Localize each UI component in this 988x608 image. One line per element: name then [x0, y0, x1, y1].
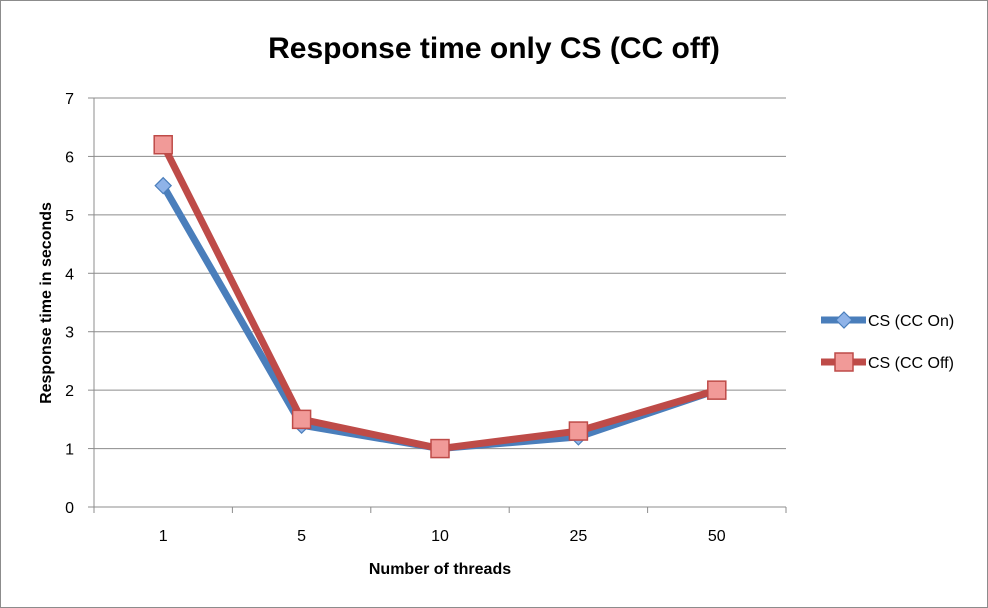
y-tick-label: 2 — [65, 383, 74, 400]
series-line — [159, 141, 721, 453]
legend-marker — [834, 352, 854, 372]
y-tick-label: 3 — [65, 325, 74, 342]
x-tick-label: 5 — [297, 528, 306, 545]
y-tick-label: 7 — [65, 91, 74, 108]
legend-item: CS (CC On) — [821, 311, 954, 330]
x-tick-label: 10 — [431, 528, 449, 545]
data-point-marker — [154, 176, 173, 195]
data-point-marker — [707, 380, 727, 400]
y-axis-title: Response time in seconds — [38, 202, 55, 404]
data-point-marker — [430, 438, 450, 459]
legend-label: CS (CC Off) — [868, 355, 954, 372]
x-tick-label: 50 — [708, 528, 726, 545]
x-axis-title: Number of threads — [369, 561, 511, 578]
x-tick-label: 25 — [570, 528, 588, 545]
legend-marker — [835, 311, 853, 329]
chart-title: Response time only CS (CC off) — [268, 32, 720, 65]
legend: CS (CC On) CS (CC Off) — [821, 311, 954, 372]
y-tick-label: 0 — [65, 500, 74, 517]
legend-item: CS (CC Off) — [821, 352, 954, 372]
y-tick-label: 5 — [65, 208, 74, 225]
series-2 — [153, 134, 727, 459]
series-layer — [153, 134, 727, 459]
axes: 0 1 2 3 4 5 6 7 1 5 10 25 50 — [65, 91, 787, 545]
data-point-marker — [291, 409, 312, 430]
y-tick-label: 1 — [65, 442, 74, 459]
data-point-marker — [568, 421, 589, 441]
x-tick-label: 1 — [159, 528, 168, 545]
data-point-marker — [153, 134, 173, 155]
grid-lines — [94, 97, 786, 450]
legend-label: CS (CC On) — [868, 313, 954, 330]
y-tick-label: 4 — [65, 266, 74, 283]
y-tick-label: 6 — [65, 149, 74, 166]
